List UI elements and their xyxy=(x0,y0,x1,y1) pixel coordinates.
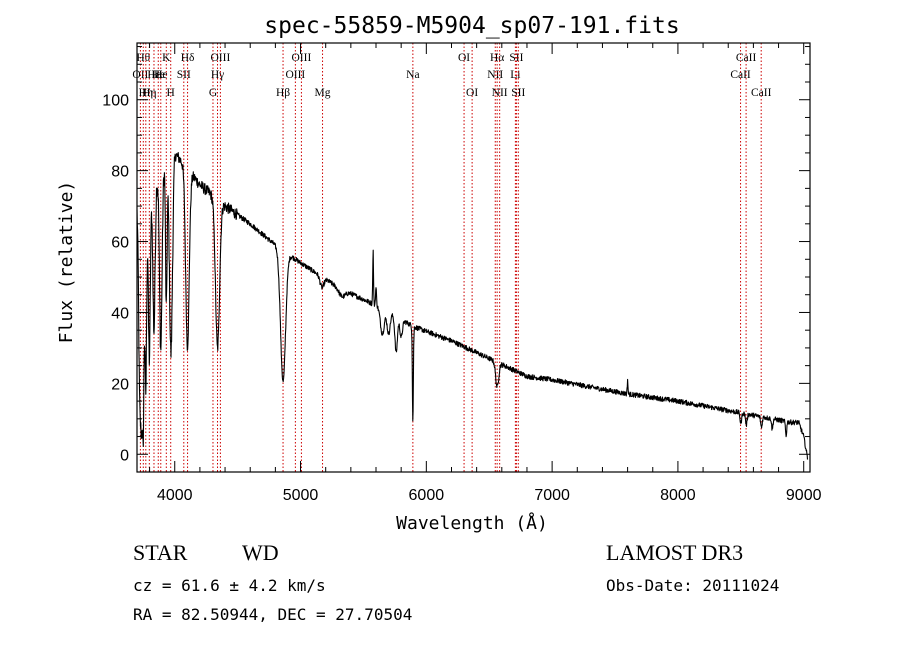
line-marker-label-27: CaII xyxy=(730,69,751,81)
axis-layer: 4000 5000 6000 7000 8000 9000 0 20 40 60 80 100 xyxy=(102,42,822,504)
y-tick-label-1: 20 xyxy=(111,376,129,393)
y-axis-label: Flux (relative) xyxy=(56,181,77,344)
line-marker-label-9: SII xyxy=(177,69,191,81)
line-marker-label-28: CaII xyxy=(736,52,757,64)
line-marker-label-3: Hη xyxy=(142,87,156,99)
y-tick-label-5: 100 xyxy=(102,93,129,110)
line-marker-label-25: SII xyxy=(509,52,523,64)
line-marker-label-13: OIII xyxy=(211,52,231,64)
line-marker-label-14: Hβ xyxy=(276,87,290,99)
line-marker-label-15: OIII xyxy=(285,69,305,81)
line-marker-label-29: CaII xyxy=(751,87,772,99)
chart-title: spec-55859-M5904_sp07-191.fits xyxy=(264,13,679,39)
line-marker-layer: OIIHθHηHηHεHeHeKHSIIHδGHγOIIIHβOIIIOIIIM… xyxy=(132,43,772,472)
line-marker-label-11: G xyxy=(209,87,217,99)
x-tick-label-2: 6000 xyxy=(409,487,445,504)
line-marker-label-5: He xyxy=(152,69,165,81)
line-marker-label-24: Li xyxy=(510,69,520,81)
line-marker-label-19: OI xyxy=(458,52,470,64)
subclass-label: WD xyxy=(242,540,279,565)
obs-date-text: Obs-Date: 20111024 xyxy=(606,576,779,595)
x-tick-label-1: 5000 xyxy=(283,487,319,504)
y-tick-label-3: 60 xyxy=(111,235,129,252)
line-marker-label-6: He xyxy=(154,69,167,81)
spectrum-line xyxy=(136,152,809,460)
line-marker-label-10: Hδ xyxy=(181,52,195,64)
line-marker-label-18: Na xyxy=(406,69,419,81)
line-marker-label-16: OIII xyxy=(292,52,312,64)
x-tick-label-3: 7000 xyxy=(534,487,570,504)
line-marker-label-1: Hθ xyxy=(136,52,150,64)
line-marker-label-20: OI xyxy=(466,87,478,99)
line-marker-label-8: H xyxy=(167,87,175,99)
x-tick-label-5: 9000 xyxy=(786,487,822,504)
x-tick-label-0: 4000 xyxy=(157,487,193,504)
class-label: STAR xyxy=(133,540,188,565)
line-marker-label-22: Hα xyxy=(490,52,504,64)
line-marker-label-21: NII xyxy=(487,69,503,81)
spectrum-layer xyxy=(136,152,809,460)
plot-frame xyxy=(136,42,811,473)
radec-text: RA = 82.50944, DEC = 27.70504 xyxy=(133,605,412,624)
x-tick-label-4: 8000 xyxy=(660,487,696,504)
line-marker-label-26: SII xyxy=(511,87,525,99)
line-marker-label-12: Hγ xyxy=(211,69,224,81)
x-axis-label: Wavelength (Å) xyxy=(396,512,548,534)
cz-text: cz = 61.6 ± 4.2 km/s xyxy=(133,576,326,595)
y-tick-label-2: 40 xyxy=(111,305,129,322)
line-marker-label-17: Mg xyxy=(315,87,331,99)
survey-label: LAMOST DR3 xyxy=(606,540,743,565)
y-tick-label-0: 0 xyxy=(120,447,129,464)
line-marker-label-23: NII xyxy=(492,87,508,99)
line-marker-label-7: K xyxy=(162,52,171,64)
y-tick-label-4: 80 xyxy=(111,164,129,181)
line-marker-label-4: Hε xyxy=(147,69,160,81)
